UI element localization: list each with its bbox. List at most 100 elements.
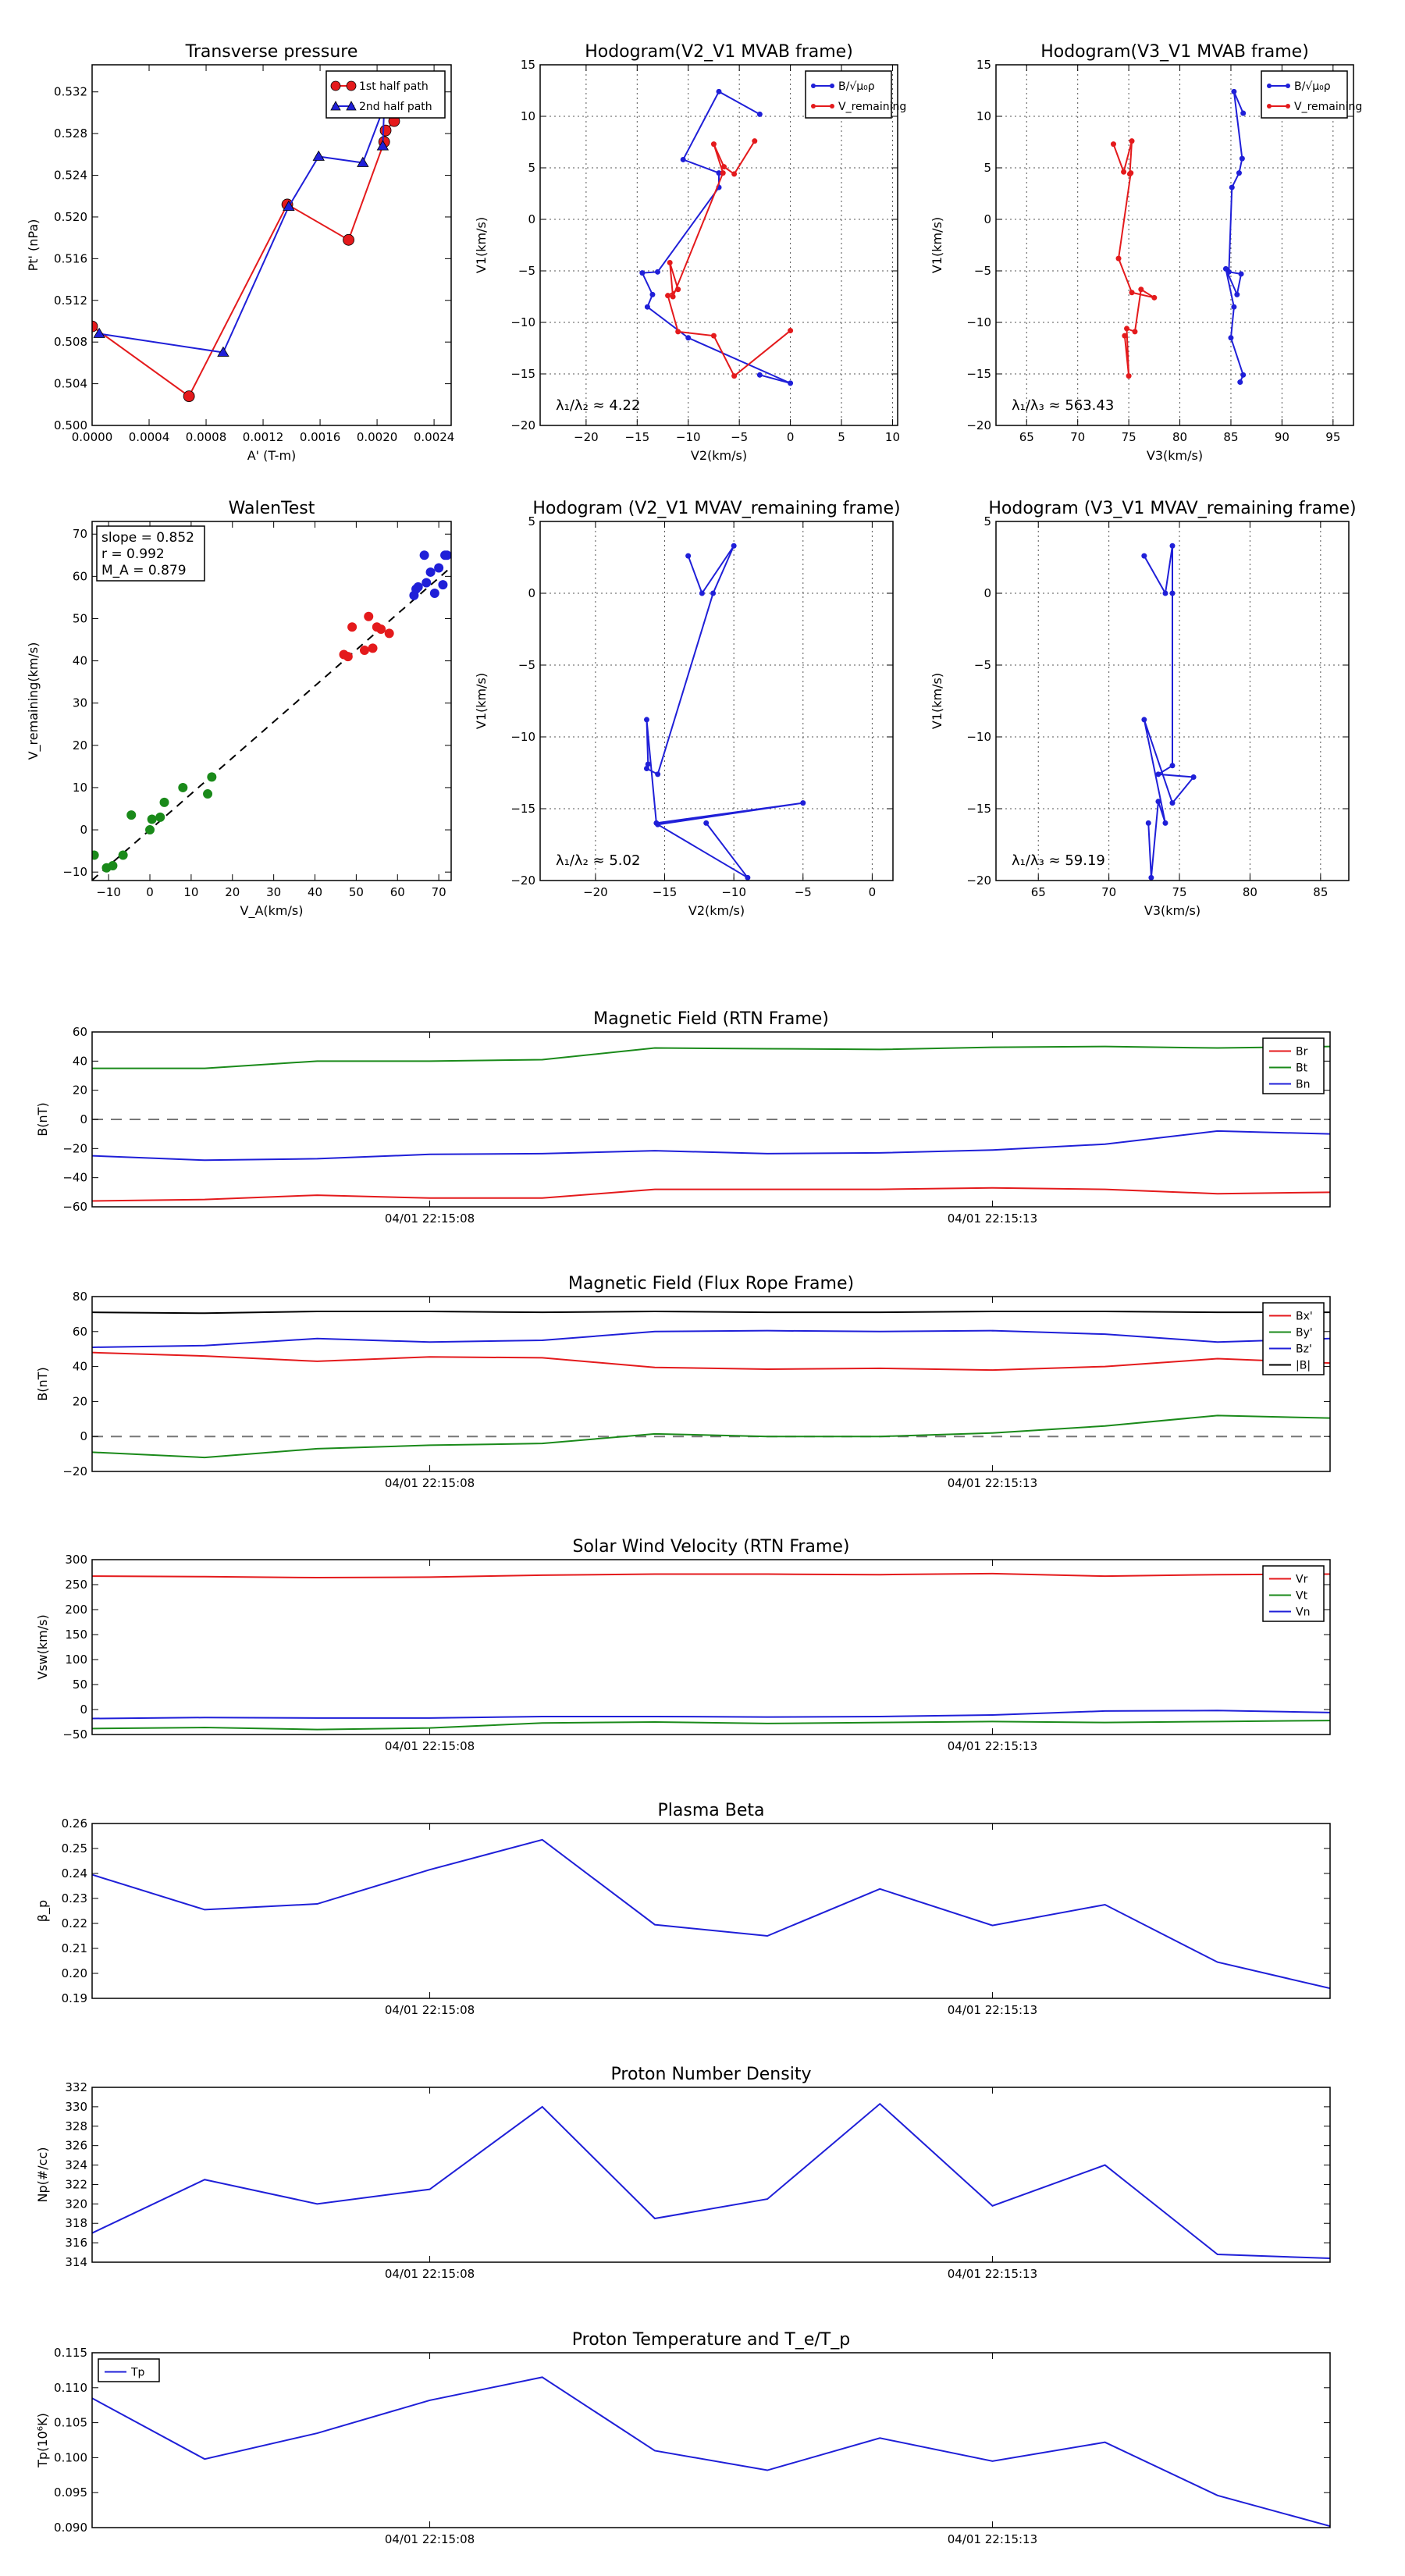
data-point [1145,820,1151,826]
legend-marker [330,101,341,111]
data-point [1234,291,1240,297]
data-point [1151,294,1158,301]
data-point [429,589,439,598]
y-axis-label: Tp(10⁶K) [35,2413,50,2468]
x-tick-label: 10 [183,885,198,899]
data-point [716,88,722,94]
x-tick-label: 0 [146,885,154,899]
x-tick-label: 50 [349,885,364,899]
y-tick-label: 0.21 [62,1941,87,1955]
y-tick-label: 328 [65,2119,87,2133]
data-point [425,567,436,577]
data-point [745,874,751,881]
legend-label: B/√μ₀ρ [1294,80,1331,93]
chart-ts5: Proton Number Density 314 316 318 320 322 324 3… [35,2065,1331,2281]
x-tick-label: 04/01 22:15:13 [948,1476,1037,1490]
chart-title: Proton Temperature and T_e/T_p [572,2330,850,2350]
plot-area [92,2376,1330,2528]
chart-title: Transverse pressure [185,42,358,62]
data-point [1162,590,1168,596]
x-tick-label: 70 [432,885,446,899]
data-point [1169,543,1176,549]
y-tick-label: 0.100 [54,2450,87,2464]
y-tick-label: −15 [510,802,535,816]
x-tick-label: 0.0012 [243,430,284,444]
x-tick-label: 0.0016 [300,430,341,444]
series-line-Vt [92,1720,1330,1731]
y-axis-label: β_p [35,1900,51,1922]
data-point [1132,329,1138,335]
y-tick-label: 0 [80,1703,87,1717]
chart-title: Magnetic Field (RTN Frame) [593,1009,829,1029]
data-point [126,810,137,820]
x-tick-label: 0.0008 [186,430,227,444]
plot-area [1110,88,1247,386]
y-tick-label: −10 [510,315,535,329]
fit-line [92,566,451,881]
axes-frame [91,1296,1331,1472]
y-tick-label: 300 [65,1553,87,1567]
chart-ts1: Magnetic Field (RTN Frame) −60 −40 −20 0 20 40… [35,1009,1331,1226]
x-tick-label: 65 [1019,430,1034,444]
y-axis-label: V1(km/s) [930,217,944,273]
data-point [655,771,661,777]
y-axis-label: B(nT) [35,1367,50,1400]
data-point [183,390,195,403]
data-point [364,611,374,621]
chart-title: Magnetic Field (Flux Rope Frame) [568,1274,854,1293]
chart-title: Hodogram(V2_V1 MVAB frame) [585,42,853,62]
y-tick-label: −5 [974,264,991,278]
legend-box [1262,1565,1325,1622]
legend-marker [811,84,816,88]
y-tick-label: 100 [65,1653,87,1667]
legend-label: V_remaining [1294,101,1362,113]
data-point [359,646,369,656]
series-line-Bx' [92,1351,1330,1372]
plot-area [92,1045,1330,1202]
x-tick-label: 04/01 22:15:08 [385,2003,475,2017]
legend-box [98,2358,160,2382]
data-point [108,861,118,871]
x-tick-label: −15 [624,430,649,444]
series-line-By' [92,1414,1330,1459]
legend-marker [830,104,834,109]
y-tick-label: −15 [966,802,991,816]
series-line-Vn [92,1710,1330,1720]
plot-area [92,1311,1330,1459]
y-tick-label: 0.512 [54,294,87,308]
y-tick-label: 20 [73,738,87,753]
x-tick-label: 75 [1172,885,1186,899]
x-tick-label: 5 [838,430,845,444]
data-point [639,270,646,276]
y-tick-label: 0.26 [62,1816,87,1831]
data-point [1122,333,1128,339]
x-tick-label: 20 [225,885,240,899]
axes-frame [91,2352,1331,2528]
legend-label: Tp [130,2367,145,2379]
y-tick-label: 320 [65,2197,87,2211]
data-point [438,580,448,590]
y-tick-label: −5 [518,658,535,672]
y-tick-label: 0.110 [54,2381,87,2395]
data-point [665,293,671,299]
y-tick-label: 0 [80,823,87,837]
legend-label: Bz' [1296,1343,1312,1356]
y-tick-label: −20 [510,873,535,888]
legend-box [1262,1037,1325,1094]
x-axis-label: V2(km/s) [688,903,745,918]
y-tick-label: 318 [65,2216,87,2230]
chart-title: Proton Number Density [611,2065,812,2084]
x-axis-label: V3(km/s) [1147,448,1203,463]
legend-marker [346,101,357,111]
y-tick-label: 0.500 [54,418,87,432]
series-line-path [1143,546,1196,878]
plot-area [92,550,451,881]
y-tick-label: 0.090 [54,2521,87,2535]
y-tick-label: 30 [73,696,87,710]
y-tick-label: 0.524 [54,169,87,183]
ratio-annotation: λ₁/λ₃ ≈ 59.19 [1012,852,1105,869]
stats-box [96,525,205,582]
series-line-Np [92,2102,1330,2260]
y-tick-label: 0.095 [54,2485,87,2500]
plot-area [92,100,400,403]
